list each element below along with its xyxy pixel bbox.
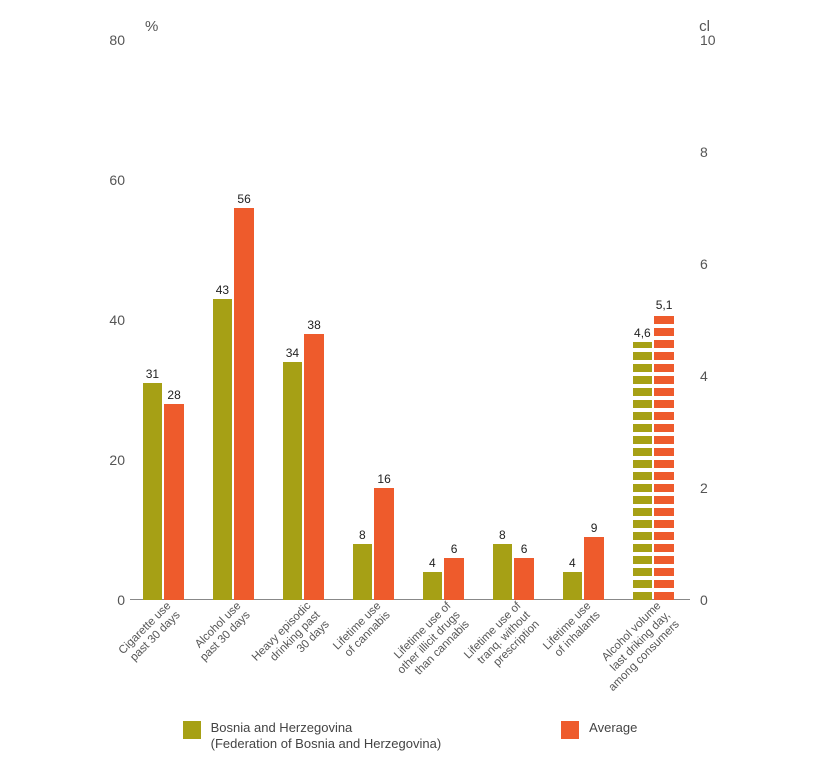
bar-average: 5,1 [654, 314, 674, 600]
bar-bosnia: 31 [143, 383, 163, 600]
bar-average: 16 [374, 488, 394, 600]
left-axis-unit: % [145, 18, 158, 35]
bar-value-label: 5,1 [656, 298, 673, 312]
legend-label-average: Average [589, 720, 637, 736]
bar-bosnia: 34 [283, 362, 303, 600]
ytick-right: 0 [700, 592, 708, 608]
category-label: Heavy episodic drinking past 30 days [270, 600, 340, 710]
category-label: Lifetime use of tranq. without prescript… [480, 600, 550, 710]
bar-value-label: 4 [569, 556, 576, 570]
bar-value-label: 56 [237, 192, 250, 206]
legend-label-bosnia: Bosnia and Herzegovina (Federation of Bo… [211, 720, 442, 751]
ytick-right: 10 [700, 32, 716, 48]
bar-average: 6 [514, 558, 534, 600]
bar-average: 6 [444, 558, 464, 600]
legend-swatch-bosnia [183, 721, 201, 739]
legend: Bosnia and Herzegovina (Federation of Bo… [0, 720, 820, 751]
bar-value-label: 38 [307, 318, 320, 332]
plot-area: 3128435634388164686494,65,1 [130, 40, 690, 600]
ytick-right: 2 [700, 480, 708, 496]
bar-groups: 3128435634388164686494,65,1 [130, 40, 690, 600]
bar-average: 28 [164, 404, 184, 600]
bar-value-label: 8 [359, 528, 366, 542]
bar-bosnia: 4 [563, 572, 583, 600]
ytick-left: 0 [117, 592, 125, 608]
bar-bosnia: 4 [423, 572, 443, 600]
ytick-right: 8 [700, 144, 708, 160]
legend-item-average: Average [561, 720, 637, 751]
bar-group: 4,65,1 [620, 40, 690, 600]
category-label: Alcohol volume last driking day, among c… [620, 600, 690, 710]
ytick-left: 60 [109, 172, 125, 188]
bar-value-label: 6 [451, 542, 458, 556]
bar-group: 86 [480, 40, 550, 600]
bar-value-label: 43 [216, 283, 229, 297]
category-label: Cigarette use past 30 days [130, 600, 200, 710]
bar-value-label: 4 [429, 556, 436, 570]
ytick-left: 20 [109, 452, 125, 468]
bar-group: 4356 [200, 40, 270, 600]
bar-value-label: 8 [499, 528, 506, 542]
bar-value-label: 31 [146, 367, 159, 381]
bar-bosnia: 8 [353, 544, 373, 600]
bar-bosnia: 8 [493, 544, 513, 600]
bar-average: 56 [234, 208, 254, 600]
ytick-right: 4 [700, 368, 708, 384]
bar-average: 9 [584, 537, 604, 600]
bar-value-label: 34 [286, 346, 299, 360]
legend-swatch-average [561, 721, 579, 739]
bar-value-label: 16 [377, 472, 390, 486]
bar-group: 46 [410, 40, 480, 600]
bar-value-label: 6 [521, 542, 528, 556]
ytick-left: 80 [109, 32, 125, 48]
legend-item-bosnia: Bosnia and Herzegovina (Federation of Bo… [183, 720, 442, 751]
bar-group: 49 [550, 40, 620, 600]
bar-value-label: 9 [591, 521, 598, 535]
chart-container: % cl 020406080 0246810 31284356343881646… [0, 0, 820, 768]
bar-bosnia: 43 [213, 299, 233, 600]
bar-average: 38 [304, 334, 324, 600]
bar-bosnia: 4,6 [633, 342, 653, 600]
bar-group: 3128 [130, 40, 200, 600]
ytick-right: 6 [700, 256, 708, 272]
category-labels: Cigarette use past 30 daysAlcohol use pa… [130, 600, 690, 710]
ytick-left: 40 [109, 312, 125, 328]
bar-value-label: 28 [167, 388, 180, 402]
bar-group: 816 [340, 40, 410, 600]
bar-group: 3438 [270, 40, 340, 600]
bar-value-label: 4,6 [634, 326, 651, 340]
